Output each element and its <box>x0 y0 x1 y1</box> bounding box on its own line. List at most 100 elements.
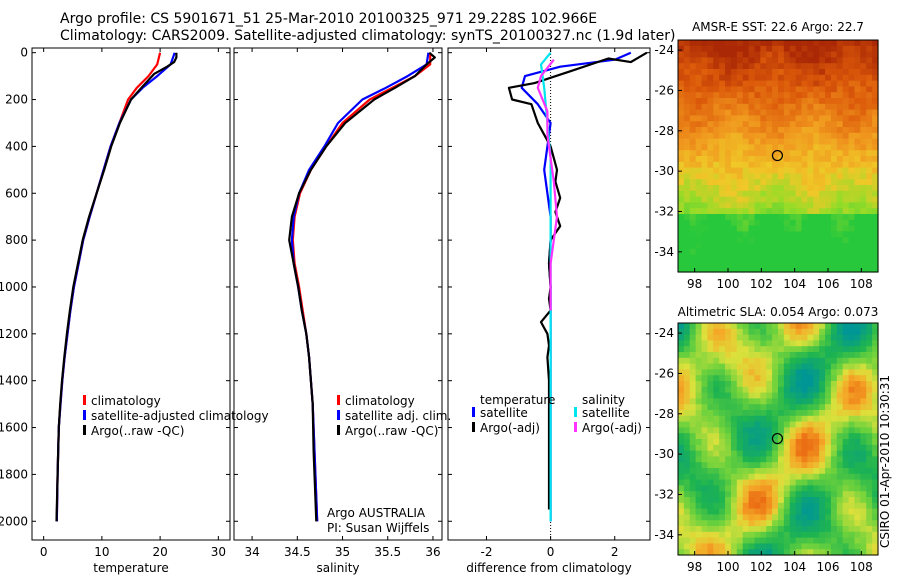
sla-cell <box>825 468 832 475</box>
sla-cell <box>813 485 820 492</box>
sst-cell <box>795 40 803 47</box>
sst-cell <box>783 260 791 267</box>
sla-cell <box>772 549 779 556</box>
sst-cell <box>678 214 685 221</box>
sla-cell <box>866 491 873 498</box>
sla-cell <box>689 462 697 469</box>
sla-cell <box>807 491 814 498</box>
sla-cell <box>795 323 803 330</box>
sst-cell <box>848 237 856 244</box>
sla-cell <box>719 352 726 359</box>
sst-cell <box>783 237 791 244</box>
sst-cell <box>760 69 767 76</box>
sla-cell <box>766 543 773 550</box>
sst-cell <box>825 150 832 157</box>
sla-cell <box>736 427 744 434</box>
sst-cell <box>707 173 714 180</box>
sst-cell <box>772 260 779 267</box>
sst-cell <box>807 103 814 111</box>
sst-cell <box>830 80 838 87</box>
sst-cell <box>719 103 726 111</box>
sst-cell <box>701 109 709 116</box>
sla-cell <box>736 468 744 475</box>
sst-cell <box>754 173 761 180</box>
sst-cell <box>713 109 720 116</box>
sla-cell <box>772 497 779 504</box>
sst-cell <box>819 219 826 227</box>
sst-cell <box>683 45 691 53</box>
sst-cell <box>789 266 797 273</box>
sla-cell <box>742 369 750 376</box>
sst-cell <box>772 80 779 87</box>
sla-cell <box>760 526 767 533</box>
sst-cell <box>778 51 785 58</box>
sla-cell <box>766 363 773 370</box>
sst-cell <box>701 254 709 261</box>
sst-cell <box>713 92 720 99</box>
sst-cell <box>795 132 803 140</box>
sla-cell <box>772 328 779 336</box>
sla-cell <box>719 410 726 417</box>
sla-cell <box>748 340 756 347</box>
sla-cell <box>719 421 726 428</box>
depth-tick-label: 0 <box>20 46 28 60</box>
sla-cell <box>795 427 803 434</box>
temp-xlabel: temperature <box>93 561 168 575</box>
sst-ytick-label: -28 <box>654 124 674 138</box>
diff-xtick-label: 0 <box>547 545 555 559</box>
sst-cell <box>813 208 820 215</box>
sst-cell <box>848 63 856 70</box>
sst-cell <box>766 74 773 82</box>
sst-cell <box>866 109 873 116</box>
sst-cell <box>783 179 791 186</box>
sla-cell <box>783 531 791 539</box>
sst-cell <box>866 92 873 99</box>
sla-cell <box>789 381 797 388</box>
sla-cell <box>683 473 691 481</box>
sst-cell <box>742 167 750 174</box>
sla-cell <box>701 323 709 330</box>
sla-cell <box>872 479 879 486</box>
sla-cell <box>742 502 750 510</box>
sla-cell <box>730 491 738 498</box>
sla-cell <box>678 410 685 417</box>
sst-cell <box>678 98 685 105</box>
sst-cell <box>842 243 850 250</box>
sst-cell <box>836 179 844 186</box>
sla-cell <box>783 381 791 388</box>
sst-cell <box>754 74 761 82</box>
sla-cell <box>742 526 750 533</box>
sst-cell <box>872 40 879 47</box>
sla-cell <box>813 479 820 486</box>
sla-cell <box>813 404 820 411</box>
sla-cell <box>725 433 732 440</box>
sla-cell <box>736 462 744 469</box>
sst-cell <box>683 248 691 256</box>
sst-cell <box>707 248 714 256</box>
diff-xtick-label: 2 <box>611 545 619 559</box>
sla-cell <box>742 398 750 405</box>
sst-cell <box>742 179 750 186</box>
sst-cell <box>860 45 867 53</box>
sla-cell <box>707 398 714 405</box>
sst-cell <box>819 173 826 180</box>
sla-cell <box>872 514 879 521</box>
sst-cell <box>742 243 750 250</box>
sst-cell <box>748 115 756 122</box>
sst-cell <box>742 202 750 209</box>
sst-cell <box>725 45 732 53</box>
sst-cell <box>854 208 861 215</box>
sla-cell <box>842 323 850 330</box>
sst-cell <box>825 103 832 111</box>
sst-cell <box>730 161 738 169</box>
sst-cell <box>748 127 756 134</box>
sla-cell <box>754 508 761 515</box>
sla-cell <box>795 514 803 521</box>
sst-cell <box>701 57 709 64</box>
sst-cell <box>742 127 750 134</box>
sst-cell <box>730 167 738 174</box>
sla-cell <box>854 334 861 341</box>
sst-cell <box>778 40 785 47</box>
sla-cell <box>842 450 850 457</box>
sst-cell <box>754 63 761 70</box>
